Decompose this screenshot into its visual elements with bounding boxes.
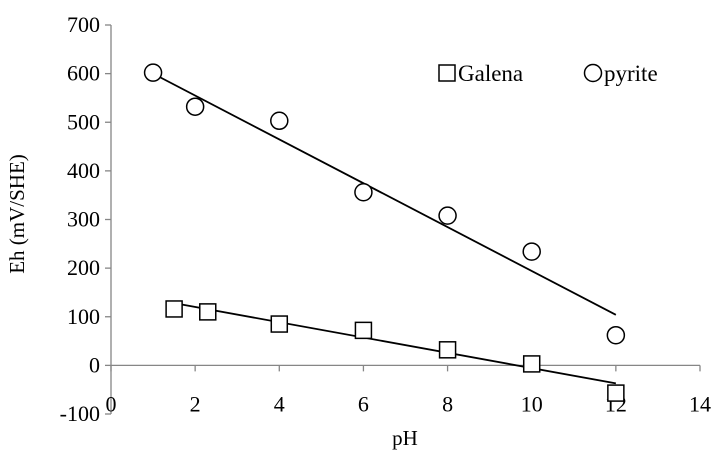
x-tick-label: 10 — [521, 391, 543, 416]
galena-point — [199, 303, 217, 321]
data-markers — [143, 63, 626, 402]
galena-point — [607, 384, 625, 402]
legend-marker-pyrite — [583, 63, 603, 83]
pyrite-point — [522, 242, 541, 261]
x-tick-label: 2 — [190, 391, 201, 416]
y-tick-label: 300 — [67, 207, 100, 232]
x-tick-label: 14 — [689, 391, 711, 416]
y-tick-label: 100 — [67, 304, 100, 329]
y-tick-label: -100 — [60, 401, 100, 426]
y-tick-label: 400 — [67, 158, 100, 183]
galena-point — [270, 315, 289, 333]
pyrite-point — [354, 183, 373, 202]
x-tick-label: 6 — [358, 391, 369, 416]
galena-point — [165, 300, 183, 318]
trendline-pyrite — [152, 72, 617, 316]
x-tick-label: 0 — [106, 391, 117, 416]
legend-label-galena: Galena — [458, 61, 523, 86]
galena-point — [438, 341, 457, 359]
pyrite-point — [270, 111, 289, 131]
trendlines — [152, 72, 617, 385]
pyrite-point — [438, 206, 457, 225]
axes — [105, 24, 701, 415]
x-tick-label: 4 — [274, 391, 285, 416]
y-tick-label: 0 — [89, 352, 100, 377]
y-tick-label: 200 — [67, 255, 100, 280]
x-tick-label: 8 — [442, 391, 453, 416]
galena-point — [354, 321, 373, 340]
pyrite-point — [185, 97, 205, 116]
x-axis-title: pH — [392, 426, 418, 450]
legend: Galena pyrite — [438, 61, 658, 86]
y-tick-label: 500 — [67, 109, 100, 134]
trendline-galena — [173, 302, 617, 385]
galena-point — [522, 355, 541, 373]
y-tick-label: 700 — [67, 12, 100, 37]
pyrite-point — [606, 325, 626, 345]
pyrite-point — [143, 63, 163, 82]
y-tick-label: 600 — [67, 61, 100, 86]
legend-label-pyrite: pyrite — [604, 61, 658, 86]
legend-marker-galena — [438, 64, 456, 82]
y-axis-title: Eh (mV/SHE) — [5, 154, 29, 274]
